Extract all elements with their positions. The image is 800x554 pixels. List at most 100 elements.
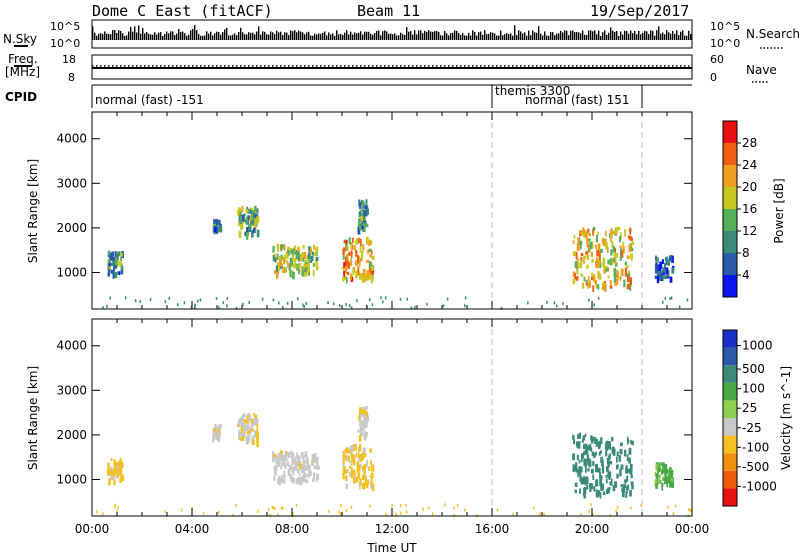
data-cell [345, 276, 348, 284]
data-cell [588, 247, 591, 253]
data-cell [302, 461, 306, 468]
data-cell [609, 460, 613, 465]
data-cell [357, 237, 360, 244]
data-cell [585, 282, 589, 286]
data-cell [238, 230, 242, 238]
data-cell [371, 268, 374, 275]
data-cell [587, 468, 590, 472]
data-cell [301, 463, 303, 468]
nsky-bar [358, 32, 360, 40]
nsky-bar [324, 31, 326, 40]
data-cell [194, 303, 196, 307]
data-cell [366, 249, 370, 254]
data-cell [315, 477, 318, 482]
data-cell [584, 231, 588, 239]
nsky-bar [134, 26, 136, 40]
data-cell [363, 471, 366, 476]
data-cell [599, 450, 603, 454]
data-cell [243, 425, 247, 431]
data-cell [593, 226, 596, 231]
nsky-bar [212, 35, 214, 40]
data-cell [619, 448, 623, 455]
nsky-bar [154, 32, 156, 40]
velocity-yticks: 1000 2000 3000 4000 [56, 339, 692, 486]
data-cell [294, 456, 297, 461]
data-cell [164, 509, 167, 513]
power-colorbar-ticks: 4 8 12 16 20 24 28 [737, 136, 757, 282]
data-cell [656, 256, 659, 263]
nsky-bar [322, 32, 324, 40]
nsearch-label: N.Search [746, 27, 800, 41]
nsky-bar [574, 32, 576, 40]
data-cell [302, 244, 305, 249]
colorbar-tick-label: 12 [742, 224, 757, 238]
nsky-bar [188, 34, 190, 40]
nsky-bar [214, 33, 216, 40]
data-cell [364, 220, 367, 228]
data-cell [593, 276, 595, 281]
data-cell [580, 512, 582, 516]
data-cell [246, 430, 250, 435]
data-cell [110, 466, 113, 471]
data-cell [597, 467, 601, 473]
data-cell [345, 303, 347, 307]
data-cell [281, 506, 284, 510]
data-cell [358, 453, 361, 462]
data-cell [348, 251, 351, 256]
xtick-label: 16:00 [475, 522, 510, 536]
nsky-bar [98, 33, 100, 40]
nsky-bar [558, 33, 560, 40]
nsky-bar [496, 35, 498, 40]
data-cell [662, 275, 666, 279]
data-cell [591, 276, 594, 280]
data-cell [595, 451, 597, 456]
nsky-bar [556, 33, 558, 40]
data-cell [667, 269, 670, 277]
nsky-bar [676, 30, 678, 40]
data-cell [114, 259, 118, 266]
data-cell [597, 243, 601, 251]
data-cell [601, 486, 604, 490]
data-cell [222, 301, 225, 305]
data-cell [286, 260, 289, 264]
nsky-bar [94, 32, 96, 40]
nsky-bar [182, 31, 184, 40]
data-cell [348, 304, 351, 308]
nsky-bar [492, 32, 494, 40]
data-cell [303, 459, 306, 464]
data-cell [351, 237, 354, 243]
data-cell [112, 256, 116, 261]
data-cell [578, 467, 582, 476]
nsky-bar [410, 31, 412, 40]
data-cell [294, 463, 298, 471]
data-cell [238, 207, 241, 212]
nsky-bar [354, 32, 356, 40]
data-cell [670, 481, 674, 488]
data-cell [313, 465, 317, 470]
data-cell [596, 492, 599, 498]
nsky-bar [378, 30, 380, 40]
nsky-bar [150, 34, 152, 40]
nsky-bar [576, 32, 578, 40]
data-cell [315, 256, 319, 261]
nsky-bar [200, 35, 202, 40]
data-cell [577, 258, 580, 263]
data-cell [658, 273, 661, 278]
data-cell [312, 478, 315, 482]
nsky-bar [142, 28, 144, 40]
data-cell [612, 257, 615, 263]
data-cell [605, 474, 608, 479]
data-cell [607, 259, 611, 265]
data-cell [290, 450, 293, 458]
data-cell [110, 474, 114, 479]
data-cell [113, 468, 116, 476]
data-cell [610, 257, 612, 266]
data-cell [281, 474, 284, 483]
data-cell [328, 509, 330, 513]
data-cell [252, 211, 255, 219]
nsky-bar [388, 33, 390, 40]
data-cell [360, 274, 362, 279]
data-cell [654, 264, 658, 272]
data-cell [590, 503, 592, 507]
colorbar-cell [723, 400, 737, 418]
